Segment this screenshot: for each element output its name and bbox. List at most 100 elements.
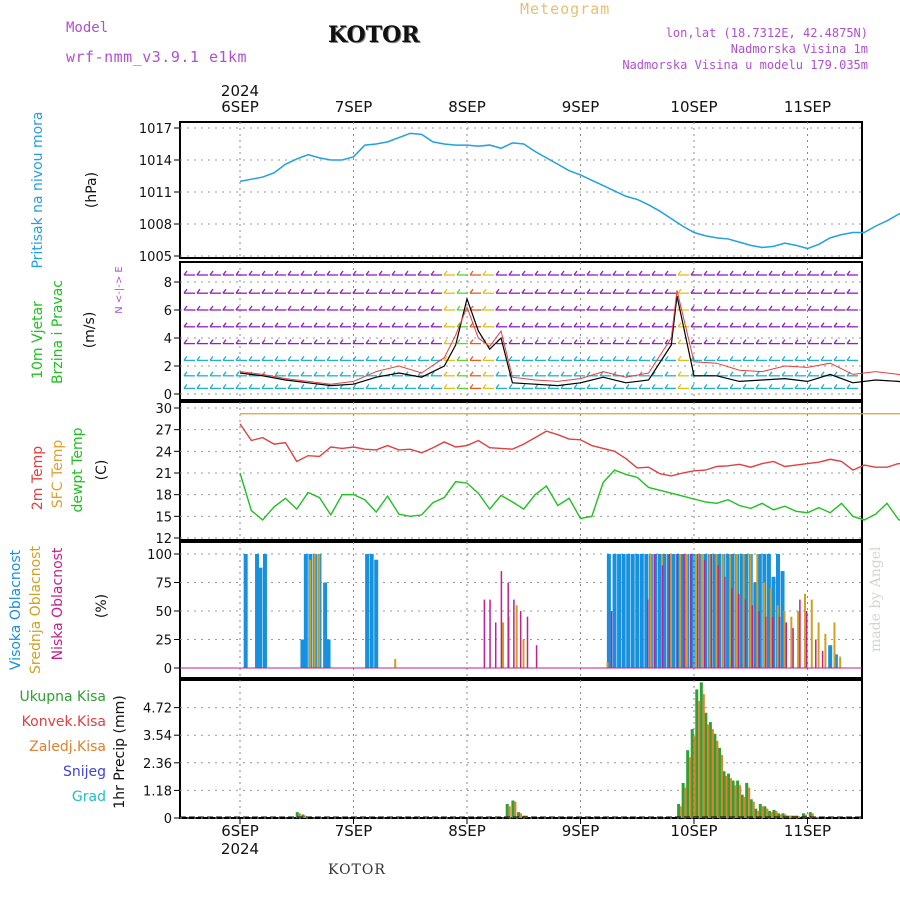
wind-barb-flag <box>482 371 487 377</box>
mid-cloud-bar <box>769 588 772 668</box>
bottom-day-label: 11SEP <box>784 822 831 840</box>
wind-barb-flag <box>365 305 370 311</box>
wind-barb-flag <box>469 356 474 361</box>
low-cloud-bar <box>785 622 788 668</box>
total-precip-bar <box>758 803 762 818</box>
high-cloud-bar <box>730 554 735 668</box>
wind-gust-line <box>239 290 900 385</box>
wind-barb-flag <box>755 371 760 377</box>
wind-barb-flag <box>690 270 695 276</box>
wind-barb-flag <box>703 270 708 276</box>
high-cloud-bar <box>630 554 635 668</box>
wind-barb-flag <box>521 356 526 361</box>
high-cloud-bar <box>771 576 776 668</box>
high-cloud-bar <box>766 554 771 668</box>
wind-barb-flag <box>794 288 799 294</box>
high-cloud-bar <box>365 554 370 668</box>
low-cloud-bar <box>610 611 613 668</box>
wind-barb-flag <box>209 356 214 361</box>
wind-barb-flag <box>482 384 487 389</box>
mid-cloud-bar <box>763 582 766 668</box>
high-cloud-axis-label: Visoka Oblacnost <box>8 549 24 670</box>
conv-precip-bar <box>775 810 778 818</box>
conv-precip-bar <box>784 814 787 818</box>
wind-barb-flag <box>378 288 383 294</box>
panel-frame <box>179 679 863 819</box>
wind-barb-flag <box>261 356 266 361</box>
high-cloud-bar <box>612 554 617 668</box>
wind-barb-flag <box>313 384 318 389</box>
total-precip-bar <box>301 814 305 818</box>
low-cloud-bar <box>507 582 509 668</box>
wind-barb-flag <box>820 322 825 328</box>
wind-barb-flag <box>469 339 474 344</box>
wind-barb-flag <box>352 371 357 377</box>
wind-barb-flag <box>716 305 721 311</box>
wind-barb-flag <box>287 371 292 377</box>
wind-barb-flag <box>404 384 409 389</box>
wind-barb-flag <box>183 288 188 294</box>
wind-barb-flag <box>287 339 292 344</box>
wind-barb-flag <box>443 322 448 328</box>
mid-cloud-bar <box>695 554 697 668</box>
wind-barb-flag <box>456 371 461 377</box>
wind-barb-flag <box>196 322 201 328</box>
wind-barb-flag <box>508 356 513 361</box>
wind-barb-flag <box>846 270 851 276</box>
high-cloud-bar <box>703 554 708 668</box>
low-cloud-bar <box>494 622 497 668</box>
wind-barb-flag <box>326 270 331 276</box>
high-cloud-bar <box>374 559 379 668</box>
total-precip-bar <box>767 810 771 818</box>
wind-barb-flag <box>664 339 669 344</box>
wind-barb-flag <box>833 339 838 344</box>
wind-barb-flag <box>430 305 435 311</box>
wind-barb-flag <box>534 384 539 389</box>
high-cloud-bar <box>617 554 622 668</box>
wind-barb-flag <box>586 322 591 328</box>
wind-barb-flag <box>183 356 188 361</box>
sfc-temp-axis-label: SFC Temp <box>50 440 66 509</box>
wind-barb-flag <box>339 270 344 276</box>
wind-barb-flag <box>235 339 240 344</box>
conv-precip-bar <box>743 796 746 818</box>
wind-barb-flag <box>781 384 786 389</box>
pressure-axis-label: Pritisak na nivou mora <box>30 111 46 268</box>
wind-barb-flag <box>586 288 591 294</box>
mid-cloud-bar <box>810 599 813 668</box>
wind-barb-flag <box>378 371 383 377</box>
wind-barb-flag <box>638 270 643 276</box>
mid-cloud-bar <box>817 622 820 668</box>
wind-barb-flag <box>833 322 838 328</box>
high-cloud-bar <box>639 554 644 668</box>
wind-barb-flag <box>846 288 851 294</box>
wind-barb-flag <box>690 339 695 344</box>
wind-barb-flag <box>261 305 266 311</box>
y-tick-label: 1014 <box>139 154 172 169</box>
wind-barb-flag <box>742 305 747 311</box>
wind-barb-flag <box>404 339 409 344</box>
wind-barb-flag <box>547 339 552 344</box>
wind-barb-flag <box>534 356 539 361</box>
wind-barb-flag <box>573 288 578 294</box>
wind-barb-flag <box>612 356 617 361</box>
conv-precip-bar <box>752 801 755 818</box>
lonlat-label: lon,lat (18.7312E, 42.4875N) <box>665 26 868 40</box>
wind-barb-flag <box>729 305 734 311</box>
wind-barb-flag <box>313 339 318 344</box>
wind-barb-flag <box>365 322 370 328</box>
wind-barb-flag <box>430 288 435 294</box>
wind-barb-flag <box>352 322 357 328</box>
high-cloud-bar <box>323 582 328 668</box>
wind-barb-flag <box>534 288 539 294</box>
wind-barb-flag <box>235 384 240 389</box>
high-cloud-bar <box>300 639 305 668</box>
wind-barb-flag <box>417 339 422 344</box>
y-tick-label: 1017 <box>139 122 172 137</box>
y-tick-label: 2 <box>164 360 172 375</box>
low-cloud-bar <box>535 645 538 668</box>
wind-barb-flag <box>612 288 617 294</box>
wind-barb-flag <box>820 384 825 389</box>
mid-cloud-bar <box>708 554 711 668</box>
conv-precip-bar <box>798 816 801 818</box>
